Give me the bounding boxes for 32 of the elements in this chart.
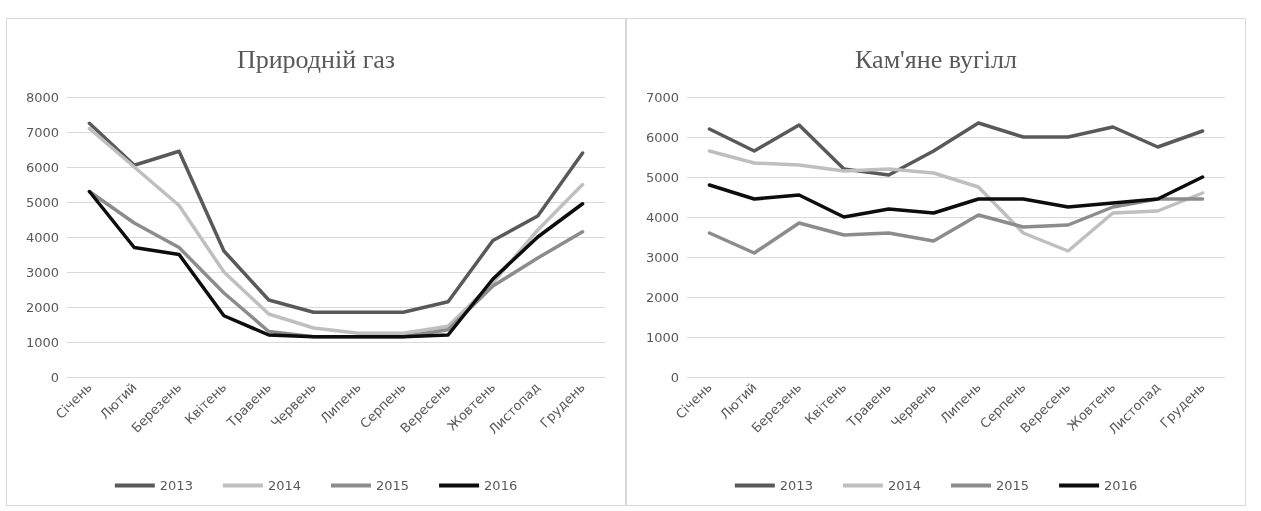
y-tick-label: 4000 bbox=[645, 209, 679, 225]
legend-label: 2015 bbox=[376, 478, 410, 493]
y-tick-label: 2000 bbox=[645, 289, 679, 305]
y-tick-label: 2000 bbox=[25, 299, 59, 315]
legend-label: 2016 bbox=[484, 478, 518, 493]
y-tick-label: 1000 bbox=[645, 329, 679, 345]
y-tick-label: 3000 bbox=[25, 264, 59, 280]
legend-label: 2016 bbox=[1104, 478, 1138, 493]
line-series bbox=[707, 121, 1205, 177]
y-tick-label: 0 bbox=[670, 369, 679, 385]
y-tick-label: 8000 bbox=[25, 89, 59, 105]
legend-label: 2013 bbox=[779, 478, 813, 493]
legend-label: 2014 bbox=[267, 478, 302, 493]
chart-title: Природній газ bbox=[236, 44, 396, 74]
y-tick-label: 7000 bbox=[25, 124, 59, 140]
line-series bbox=[707, 197, 1205, 255]
y-tick-label: 5000 bbox=[25, 194, 59, 210]
line-series bbox=[87, 189, 585, 339]
y-tick-label: 5000 bbox=[645, 169, 679, 185]
line-series bbox=[707, 149, 1205, 253]
y-tick-label: 3000 bbox=[645, 249, 679, 265]
y-tick-label: 0 bbox=[50, 369, 59, 385]
y-tick-label: 6000 bbox=[25, 159, 59, 175]
legend-label: 2013 bbox=[159, 478, 193, 493]
legend-label: 2015 bbox=[996, 478, 1030, 493]
legend-label: 2014 bbox=[887, 478, 922, 493]
y-tick-label: 7000 bbox=[645, 89, 679, 105]
y-tick-label: 4000 bbox=[25, 229, 59, 245]
chart-title: Кам'яне вугілл bbox=[855, 44, 1017, 74]
y-tick-label: 6000 bbox=[645, 129, 679, 145]
line-series bbox=[707, 175, 1205, 219]
y-tick-label: 1000 bbox=[25, 334, 59, 350]
